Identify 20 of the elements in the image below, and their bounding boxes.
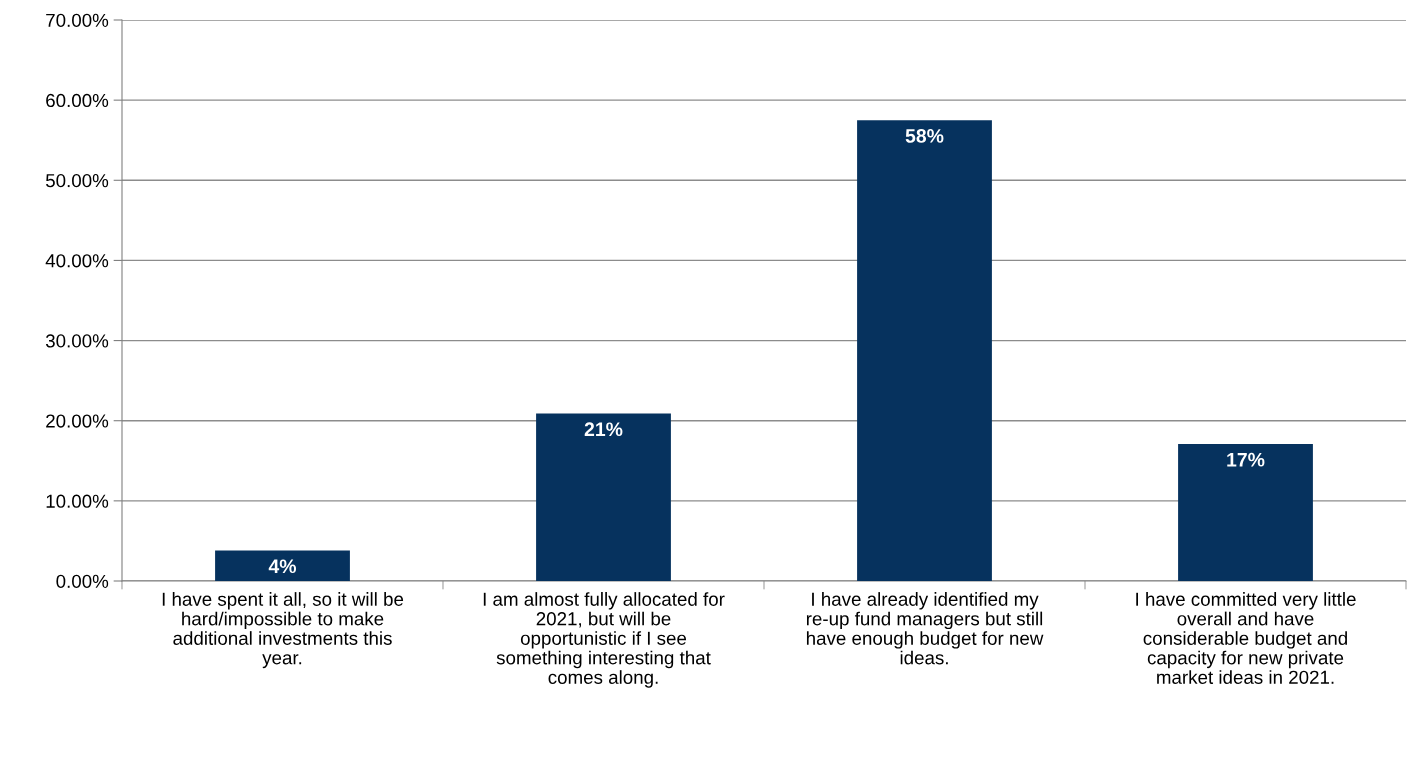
data-label: 4% — [268, 559, 297, 574]
bar — [857, 120, 992, 581]
y-tick-label: 60.00% — [46, 93, 109, 108]
bar — [215, 550, 350, 581]
x-tick-label: I have spent it all, so it will be hard/impossible to make additional investments this year. — [162, 592, 404, 669]
y-tick-label: 30.00% — [45, 334, 109, 348]
y-tick-label: 50.00% — [45, 173, 109, 188]
y-tick-label: 20.00% — [46, 414, 109, 428]
y-tick-label: 10.00% — [46, 494, 109, 508]
bar — [1178, 443, 1313, 581]
y-tick-label: 70.00% — [46, 13, 109, 27]
x-tick-label: I am almost fully allocated for 2021, but will be opportunistic if I see something interesting that comes along. — [483, 592, 725, 688]
y-tick-label: 40.00% — [45, 254, 109, 268]
x-tick-label: I have already identified my re-up fund managers but still have enough budget for new ideas. — [806, 592, 1044, 665]
data-label: 21% — [584, 422, 623, 437]
y-tick-label: 0.00% — [56, 574, 109, 588]
x-tick-label: I have committed very little overall and have considerable budget and capacity for new private market ideas in 2021. — [1136, 592, 1356, 684]
bar — [536, 413, 671, 581]
data-label: 17% — [1227, 452, 1265, 467]
data-label: 58% — [905, 129, 944, 143]
